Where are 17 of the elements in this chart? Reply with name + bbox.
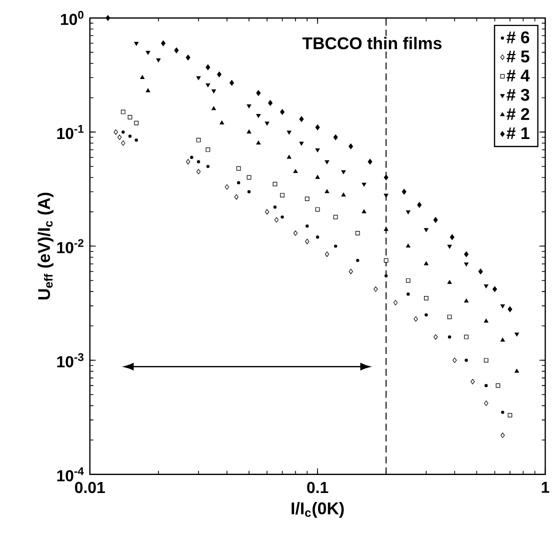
y-tick-label: 10$^{-4}$ <box>57 467 84 482</box>
y-tick-label: 10$^{0}$ <box>60 10 84 25</box>
legend-label: # 3 <box>506 88 530 101</box>
x-tick-label: 0.1 <box>307 482 328 493</box>
x-tick-label: 0.01 <box>75 482 105 493</box>
legend-label: # 4 <box>506 70 530 82</box>
legend-label: # 2 <box>506 108 530 120</box>
y-tick-label: 10$^{-1}$ <box>57 124 84 139</box>
legend-label: # 1 <box>506 127 530 139</box>
y-tick-label: 10$^{-2}$ <box>57 238 84 254</box>
legend-label: # 6 <box>506 31 530 44</box>
x-axis-title: I/I$_{c}$(0K) <box>292 502 344 518</box>
y-axis-title: U$_{eff}$ (eV)/I$_{c}$ (A) <box>38 192 54 300</box>
x-tick-label: 1 <box>542 482 550 493</box>
legend-label: # 5 <box>506 50 530 62</box>
y-tick-label: 10$^{-3}$ <box>57 353 84 368</box>
annotation: TBCCO thin films <box>302 36 442 50</box>
